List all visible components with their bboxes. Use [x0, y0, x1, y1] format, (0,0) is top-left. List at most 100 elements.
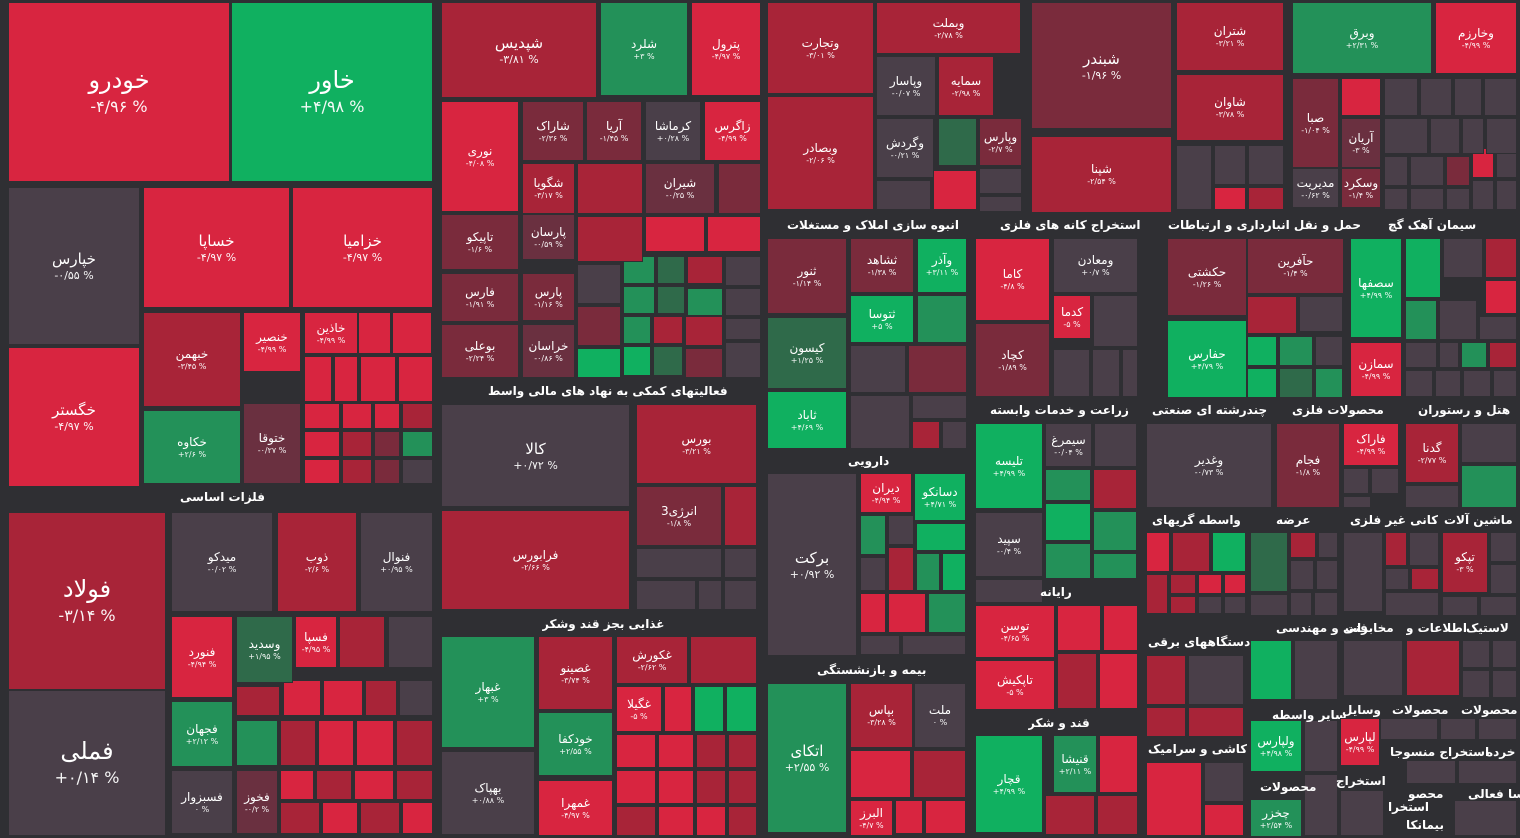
stock-tile[interactable]: [685, 316, 723, 346]
stock-tile[interactable]: [365, 680, 397, 716]
stock-tile[interactable]: [283, 680, 321, 716]
stock-tile[interactable]: شاوان -۳/۷۸ %: [1176, 74, 1284, 141]
stock-tile[interactable]: [280, 720, 316, 766]
stock-tile[interactable]: [1304, 720, 1338, 772]
stock-tile[interactable]: بهپاک +۰/۸۸ %: [441, 751, 535, 835]
stock-tile[interactable]: تاپیکو -۱/۶ %: [441, 214, 519, 270]
stock-tile[interactable]: [925, 800, 966, 834]
stock-tile[interactable]: [1461, 342, 1487, 368]
stock-tile[interactable]: [725, 342, 761, 378]
stock-tile[interactable]: فولاد -۳/۱۴ %: [8, 512, 166, 690]
stock-tile[interactable]: [577, 264, 621, 304]
stock-tile[interactable]: [1406, 640, 1460, 696]
stock-tile[interactable]: [1224, 596, 1246, 614]
stock-tile[interactable]: [304, 356, 332, 402]
stock-tile[interactable]: [392, 312, 432, 354]
stock-tile[interactable]: [304, 459, 340, 484]
stock-tile[interactable]: [687, 256, 723, 284]
stock-tile[interactable]: وبصادر -۲/۰۶ %: [767, 96, 874, 210]
stock-tile[interactable]: [658, 806, 694, 836]
stock-tile[interactable]: [1198, 596, 1222, 614]
stock-tile[interactable]: [1290, 532, 1316, 558]
stock-tile[interactable]: [334, 356, 358, 402]
stock-tile[interactable]: مدیریت -۰/۶۲ %: [1292, 168, 1339, 208]
stock-tile[interactable]: [850, 395, 910, 449]
stock-tile[interactable]: سمایه -۲/۹۸ %: [938, 56, 994, 116]
stock-tile[interactable]: [696, 734, 726, 768]
stock-tile[interactable]: [388, 616, 433, 668]
stock-tile[interactable]: [1247, 336, 1277, 366]
stock-tile[interactable]: [1496, 180, 1517, 210]
stock-tile[interactable]: [1099, 653, 1138, 709]
stock-tile[interactable]: [1097, 795, 1138, 835]
stock-tile[interactable]: [1384, 188, 1408, 210]
stock-tile[interactable]: شیران -۰/۲۵ %: [645, 163, 715, 214]
stock-tile[interactable]: فخوز -۰/۲ %: [236, 770, 278, 834]
stock-tile[interactable]: [1490, 564, 1517, 594]
stock-tile[interactable]: [1172, 532, 1210, 572]
stock-tile[interactable]: [616, 770, 656, 804]
stock-tile[interactable]: [1294, 640, 1338, 700]
stock-tile[interactable]: صبا -۱/۰۴ %: [1292, 78, 1339, 168]
stock-tile[interactable]: آریا -۱/۴۵ %: [586, 101, 642, 161]
stock-tile[interactable]: [1248, 187, 1284, 210]
stock-tile[interactable]: [1092, 349, 1120, 397]
stock-tile[interactable]: [653, 316, 683, 344]
stock-tile[interactable]: فسپا -۴/۹۵ %: [295, 616, 337, 668]
stock-tile[interactable]: [1343, 468, 1369, 494]
stock-tile[interactable]: [616, 734, 656, 768]
stock-tile[interactable]: [280, 802, 320, 834]
stock-tile[interactable]: فرابورس -۲/۶۶ %: [441, 510, 630, 610]
stock-tile[interactable]: زاگرس -۴/۹۹ %: [704, 101, 761, 161]
stock-tile[interactable]: [1188, 655, 1244, 705]
stock-tile[interactable]: [1478, 718, 1517, 740]
stock-tile[interactable]: [1343, 532, 1383, 612]
stock-tile[interactable]: [1371, 468, 1399, 494]
stock-tile[interactable]: [1484, 78, 1517, 116]
stock-tile[interactable]: [685, 348, 723, 378]
stock-tile[interactable]: [860, 557, 886, 591]
stock-tile[interactable]: وپاسار -۰/۰۷ %: [876, 56, 936, 116]
stock-tile[interactable]: [724, 548, 757, 578]
stock-tile[interactable]: [1341, 78, 1381, 116]
stock-tile[interactable]: [1493, 370, 1517, 397]
stock-tile[interactable]: [1316, 560, 1338, 590]
stock-tile[interactable]: شگویا -۳/۱۷ %: [522, 163, 575, 214]
stock-tile[interactable]: [1380, 718, 1438, 740]
stock-tile[interactable]: [1485, 280, 1517, 314]
stock-tile[interactable]: سصفها +۴/۹۹ %: [1350, 238, 1402, 338]
stock-tile[interactable]: خنصیر -۴/۹۹ %: [243, 312, 301, 372]
stock-tile[interactable]: [916, 523, 966, 551]
stock-tile[interactable]: [1314, 592, 1338, 616]
stock-tile[interactable]: [1188, 707, 1244, 737]
stock-tile[interactable]: [975, 579, 1043, 603]
stock-tile[interactable]: [316, 770, 352, 800]
stock-tile[interactable]: [1489, 342, 1517, 368]
stock-tile[interactable]: [1384, 156, 1408, 186]
stock-tile[interactable]: [1176, 145, 1212, 210]
stock-tile[interactable]: [1410, 188, 1444, 210]
stock-tile[interactable]: قنیشا +۲/۱۱ %: [1053, 735, 1097, 793]
stock-tile[interactable]: [1440, 718, 1476, 740]
stock-tile[interactable]: [725, 256, 761, 286]
stock-tile[interactable]: [616, 806, 656, 836]
stock-tile[interactable]: [664, 686, 692, 732]
stock-tile[interactable]: [1057, 653, 1097, 709]
stock-tile[interactable]: [1446, 156, 1470, 186]
stock-tile[interactable]: نوری -۴/۰۸ %: [441, 101, 519, 212]
stock-tile[interactable]: [653, 346, 683, 376]
stock-tile[interactable]: اتکای +۲/۵۵ %: [767, 683, 847, 833]
stock-tile[interactable]: [342, 459, 372, 484]
stock-tile[interactable]: [1410, 156, 1444, 186]
stock-tile[interactable]: [360, 802, 400, 834]
stock-tile[interactable]: [698, 580, 722, 610]
stock-tile[interactable]: شبندر -۱/۹۶ %: [1031, 2, 1172, 129]
stock-tile[interactable]: میدکو -۰/۰۲ %: [171, 512, 273, 612]
stock-tile[interactable]: بورس -۳/۲۱ %: [636, 404, 757, 484]
stock-tile[interactable]: [1146, 574, 1168, 614]
stock-tile[interactable]: [1250, 640, 1292, 700]
stock-tile[interactable]: [1462, 670, 1490, 698]
stock-tile[interactable]: [718, 163, 761, 214]
stock-tile[interactable]: [1053, 349, 1090, 397]
stock-tile[interactable]: [1279, 336, 1313, 366]
